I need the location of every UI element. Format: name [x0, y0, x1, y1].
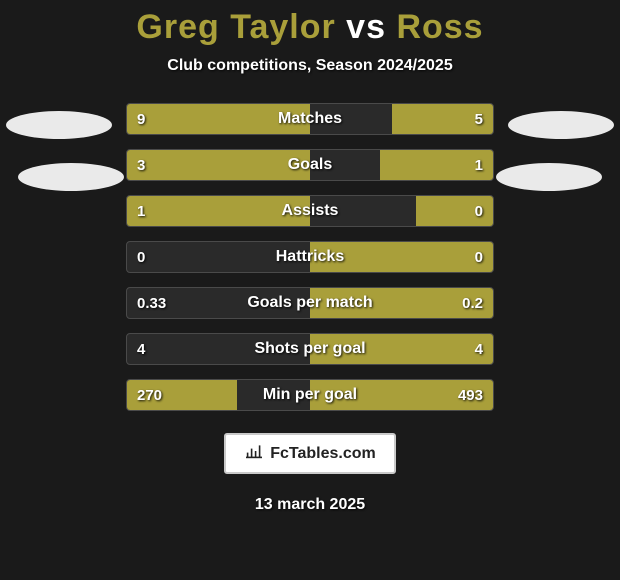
player1-badge-top: [6, 111, 112, 139]
stat-fill-right: [416, 196, 493, 226]
player2-badge-top: [508, 111, 614, 139]
stat-row: 31Goals: [126, 149, 494, 181]
stat-fill-right: [310, 288, 493, 318]
subtitle: Club competitions, Season 2024/2025: [167, 57, 452, 75]
player1-name: Greg Taylor: [136, 8, 335, 46]
stat-fill-left: [127, 380, 237, 410]
chart-icon: [244, 443, 264, 464]
date-label: 13 march 2025: [255, 496, 365, 514]
comparison-card: Greg Taylor vs Ross Club competitions, S…: [0, 0, 620, 580]
stat-value-left: 0: [137, 242, 145, 272]
stat-row: 10Assists: [126, 195, 494, 227]
stat-row: 270493Min per goal: [126, 379, 494, 411]
stat-value-left: 4: [137, 334, 145, 364]
player2-badge-bottom: [496, 163, 602, 191]
stat-fill-right: [392, 104, 493, 134]
stat-value-left: 0.33: [137, 288, 166, 318]
stat-row: 44Shots per goal: [126, 333, 494, 365]
player2-name: Ross: [396, 8, 483, 46]
stat-row: 0.330.2Goals per match: [126, 287, 494, 319]
source-label: FcTables.com: [270, 445, 376, 463]
stat-row: 95Matches: [126, 103, 494, 135]
main-area: 95Matches 31Goals 10Assists 00Hattricks 0.33…: [0, 103, 620, 411]
stat-fill-right: [380, 150, 493, 180]
stat-fill-left: [127, 150, 310, 180]
page-title: Greg Taylor vs Ross: [136, 8, 483, 47]
player1-badge-bottom: [18, 163, 124, 191]
stat-fill-right: [310, 380, 493, 410]
vs-text: vs: [346, 8, 386, 46]
stat-fill-left: [127, 104, 310, 134]
stat-row: 00Hattricks: [126, 241, 494, 273]
stat-fill-left: [127, 196, 310, 226]
source-badge[interactable]: FcTables.com: [224, 433, 396, 474]
stat-fill-right: [310, 242, 493, 272]
stats-bars: 95Matches 31Goals 10Assists 00Hattricks 0.33…: [126, 103, 494, 411]
stat-fill-right: [310, 334, 493, 364]
